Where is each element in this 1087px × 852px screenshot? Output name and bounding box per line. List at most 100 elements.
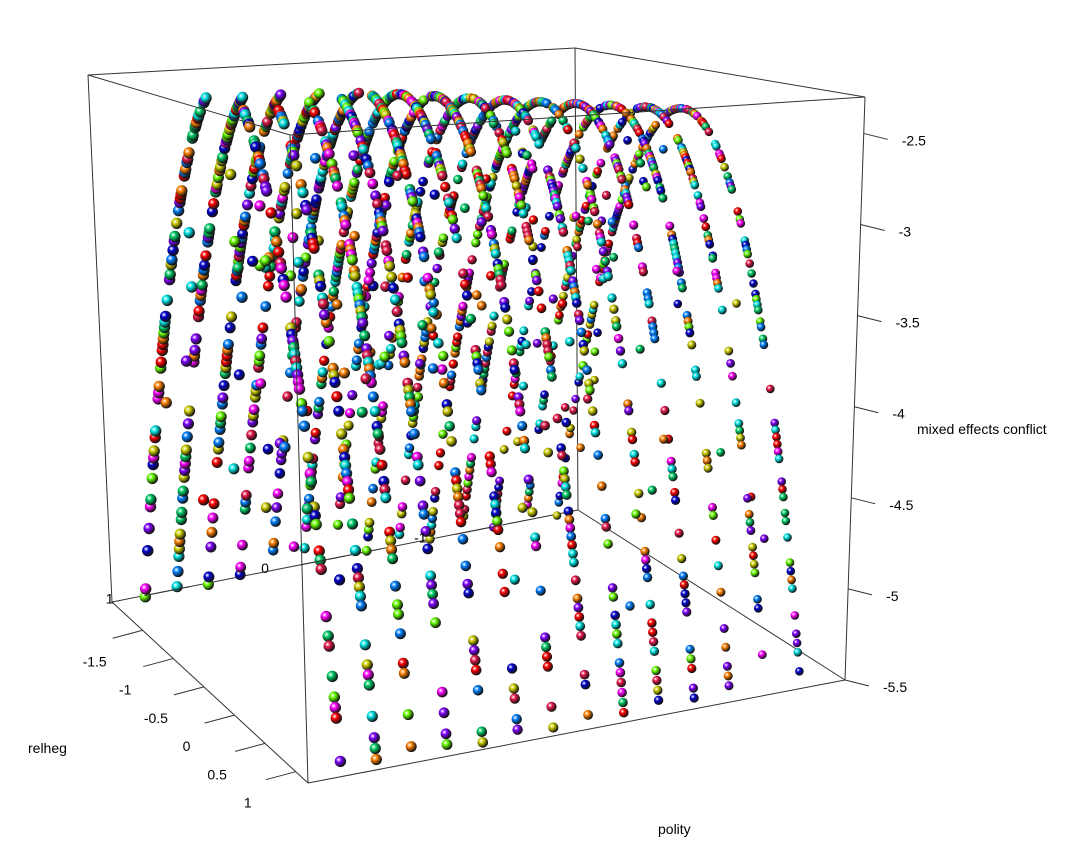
data-point — [575, 621, 586, 632]
data-point — [649, 646, 660, 656]
data-point — [468, 635, 479, 646]
data-point — [378, 401, 388, 412]
data-point — [349, 177, 360, 188]
data-point — [309, 107, 321, 119]
data-point — [433, 247, 444, 258]
data-point — [352, 572, 364, 584]
data-point — [716, 448, 726, 457]
data-point — [280, 291, 292, 303]
data-point — [584, 216, 593, 226]
data-point — [174, 528, 186, 540]
data-point — [678, 571, 689, 581]
data-point — [453, 500, 465, 511]
data-point — [534, 139, 544, 149]
data-point — [559, 291, 568, 301]
data-point — [425, 133, 437, 145]
data-point — [313, 545, 325, 557]
data-point — [573, 602, 584, 613]
data-point — [511, 126, 521, 136]
data-point — [711, 535, 721, 545]
data-point — [199, 259, 211, 271]
data-point — [608, 592, 619, 602]
data-point — [428, 307, 439, 318]
data-point — [653, 685, 663, 695]
data-point — [430, 486, 441, 497]
data-point — [523, 474, 534, 485]
data-point — [317, 298, 330, 310]
data-point — [748, 542, 757, 552]
data-point — [497, 568, 508, 579]
data-point — [441, 739, 453, 750]
data-point — [387, 553, 399, 565]
data-point — [506, 663, 518, 674]
data-point — [728, 371, 737, 381]
data-point — [689, 693, 699, 703]
data-point — [617, 174, 627, 184]
data-point — [211, 457, 223, 468]
data-point — [674, 136, 683, 145]
data-point — [555, 310, 564, 320]
data-point — [167, 244, 179, 256]
data-point — [759, 340, 769, 350]
box-edge-back-top — [87, 47, 576, 76]
data-point — [636, 158, 646, 168]
data-point — [376, 459, 388, 471]
data-point — [677, 283, 687, 293]
data-point — [703, 463, 713, 473]
data-point — [590, 427, 601, 438]
data-point — [344, 408, 356, 419]
data-point — [430, 617, 441, 629]
data-point — [395, 522, 406, 533]
data-point — [329, 701, 341, 714]
x-tick-mark — [204, 714, 235, 724]
data-point — [385, 535, 397, 547]
data-point — [365, 267, 376, 278]
data-point — [402, 272, 413, 283]
data-point — [394, 628, 406, 640]
z-tick-mark — [848, 588, 873, 596]
y-tick-mark — [299, 555, 346, 566]
data-point — [150, 425, 162, 437]
data-point — [473, 364, 484, 375]
data-point — [455, 516, 467, 528]
data-point — [333, 405, 345, 417]
data-point — [272, 246, 285, 258]
data-point — [160, 397, 172, 409]
data-point — [508, 683, 520, 694]
data-point — [732, 299, 741, 308]
scatter-points — [139, 87, 804, 768]
data-point — [695, 398, 705, 408]
data-point — [561, 490, 572, 500]
data-point — [681, 598, 691, 608]
z-tick-label: -3.5 — [896, 315, 920, 331]
data-point — [723, 671, 733, 681]
data-point — [415, 186, 426, 197]
data-point — [716, 587, 726, 597]
data-point — [617, 687, 627, 698]
data-point — [770, 418, 779, 428]
data-point — [233, 369, 245, 381]
data-point — [313, 88, 325, 99]
data-point — [208, 498, 220, 510]
data-point — [667, 464, 677, 474]
data-point — [753, 603, 763, 613]
data-point — [583, 180, 593, 190]
data-point — [359, 330, 371, 342]
data-point — [572, 235, 582, 245]
z-tick-label: -4 — [892, 406, 905, 422]
data-point — [733, 207, 743, 216]
data-point — [607, 217, 617, 227]
data-point — [517, 420, 528, 432]
data-point — [355, 600, 367, 612]
data-point — [486, 229, 498, 240]
data-point — [516, 200, 527, 211]
data-point — [615, 202, 624, 211]
data-point — [634, 488, 644, 499]
data-point — [705, 239, 715, 249]
data-point — [409, 428, 420, 440]
data-point — [288, 541, 300, 552]
data-point — [334, 755, 347, 768]
data-point — [476, 385, 487, 396]
data-point — [301, 503, 313, 515]
